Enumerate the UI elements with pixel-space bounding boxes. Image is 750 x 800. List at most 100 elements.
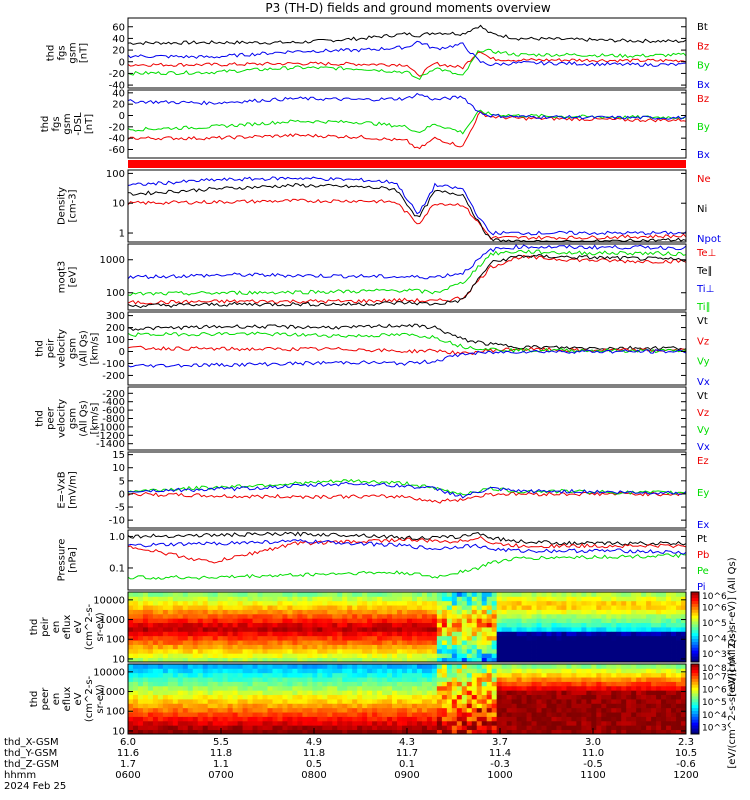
spectrogram-cell <box>287 716 293 722</box>
spectrogram-cell <box>142 707 149 713</box>
spectrogram-cell <box>317 600 323 606</box>
spectrogram-cell <box>571 668 577 674</box>
spectrogram-cell <box>307 648 313 654</box>
spectrogram-cell <box>387 627 393 632</box>
spectrogram-cell <box>676 613 682 619</box>
spectrogram-cell <box>521 653 527 659</box>
spectrogram-cell <box>616 672 622 678</box>
spectrogram-cell <box>142 729 149 735</box>
spectrogram-cell <box>292 672 298 678</box>
spectrogram-cell <box>556 613 562 619</box>
spectrogram-cell <box>621 690 627 696</box>
spectrogram-cell <box>621 707 627 713</box>
spectrogram-cell <box>397 664 403 669</box>
spectrogram-cell <box>192 703 199 709</box>
spectrogram-cell <box>322 618 328 624</box>
spectrogram-cell <box>257 685 263 691</box>
spectrogram-cell <box>556 685 562 691</box>
spectrogram-cell <box>521 657 527 663</box>
spectrogram-cell <box>362 729 368 735</box>
spectrogram-cell <box>152 640 159 645</box>
spectrogram-cell <box>352 712 358 717</box>
spectrogram-cell <box>237 648 243 654</box>
spectrogram-cell <box>252 729 258 735</box>
spectrogram-cell <box>576 720 582 726</box>
spectrogram-cell <box>402 664 408 669</box>
spectrogram-cell <box>322 657 328 663</box>
spectrogram-cell <box>187 703 194 709</box>
spectrogram-cell <box>247 690 253 696</box>
spectrogram-cell <box>372 685 378 691</box>
spectrogram-cell <box>431 622 438 628</box>
spectrogram-cell <box>421 681 428 687</box>
spectrogram-cell <box>426 694 433 700</box>
spectrogram-cell <box>496 618 503 624</box>
spectrogram-cell <box>526 729 532 735</box>
spectrogram-cell <box>342 685 348 691</box>
spectrogram-cell <box>387 609 393 615</box>
spectrogram-cell <box>491 729 498 735</box>
panel-peir_en_eflux: 10^310^410^510^610^6 [eV/(cm^2-s-sr-eV)] … <box>29 557 738 696</box>
spectrogram-cell <box>571 600 577 606</box>
spectrogram-cell <box>237 631 243 637</box>
spectrogram-cell <box>357 648 363 654</box>
spectrogram-cell <box>137 596 144 602</box>
spectrogram-cell <box>646 690 652 696</box>
spectrogram-cell <box>257 672 263 678</box>
y-tick-label: 0.1 <box>109 563 125 574</box>
spectrogram-cell <box>486 703 493 709</box>
spectrogram-cell <box>267 635 273 641</box>
spectrogram-cell <box>212 672 219 678</box>
spectrogram-cell <box>247 627 253 632</box>
spectrogram-cell <box>232 668 239 674</box>
spectrogram-cell <box>187 627 194 632</box>
spectrogram-cell <box>586 707 592 713</box>
spectrogram-cell <box>232 657 239 663</box>
spectrogram-cell <box>531 690 537 696</box>
series-line-Pi <box>127 539 687 555</box>
spectrogram-cell <box>541 631 547 637</box>
spectrogram-cell <box>402 725 408 731</box>
spectrogram-cell <box>272 729 278 735</box>
spectrogram-cell <box>631 627 637 632</box>
spectrogram-cell <box>461 694 468 700</box>
spectrogram-cell <box>541 657 547 663</box>
spectrogram-cell <box>626 690 632 696</box>
spectrogram-cell <box>352 600 358 606</box>
spectrogram-cell <box>402 648 408 654</box>
spectrogram-cell <box>172 681 179 687</box>
spectrogram-cell <box>157 725 164 731</box>
spectrogram-cell <box>387 631 393 637</box>
spectrogram-cell <box>382 685 388 691</box>
spectrogram-cell <box>337 627 343 632</box>
spectrogram-cell <box>416 729 423 735</box>
spectrogram-cell <box>481 729 488 735</box>
spectrogram-cell <box>556 668 562 674</box>
spectrogram-cell <box>641 725 647 731</box>
spectrogram-cell <box>521 725 527 731</box>
spectrogram-cell <box>451 627 458 632</box>
spectrogram-cell <box>436 712 443 717</box>
spectrogram-cell <box>237 618 243 624</box>
spectrogram-cell <box>601 648 607 654</box>
spectrogram-cell <box>197 672 204 678</box>
spectrogram-cell <box>551 716 557 722</box>
colorbar-tick-label: 10^5 <box>702 698 727 708</box>
spectrogram-cell <box>282 592 288 597</box>
spectrogram-cell <box>232 596 239 602</box>
spectrogram-cell <box>591 600 597 606</box>
spectrogram-cell <box>671 596 677 602</box>
spectrogram-cell <box>516 640 522 645</box>
spectrogram-cell <box>397 640 403 645</box>
spectrogram-cell <box>486 635 493 641</box>
spectrogram-cell <box>197 618 204 624</box>
spectrogram-cell <box>506 640 513 645</box>
spectrogram-cell <box>421 618 428 624</box>
spectrogram-cell <box>491 600 498 606</box>
spectrogram-cell <box>501 627 508 632</box>
spectrogram-cell <box>546 668 552 674</box>
spectrogram-cell <box>666 681 672 687</box>
spectrogram-cell <box>277 622 283 628</box>
spectrogram-cell <box>312 653 318 659</box>
spectrogram-cell <box>566 707 572 713</box>
